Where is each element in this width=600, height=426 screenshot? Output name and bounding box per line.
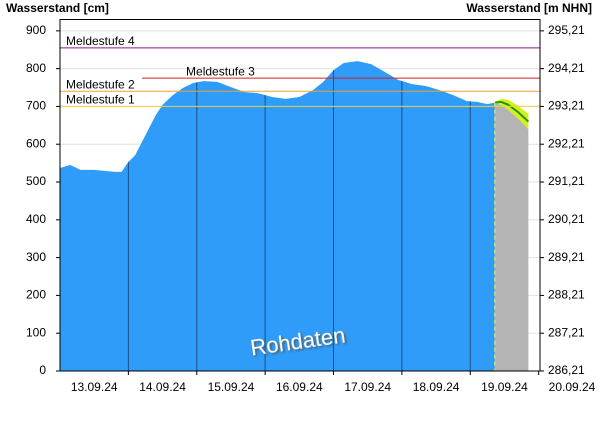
water-level-area <box>60 61 495 372</box>
y2-tick-label: 290,21 <box>548 212 585 226</box>
forecast-line <box>494 100 530 123</box>
threshold-label: Meldestufe 3 <box>186 64 255 78</box>
y-tick-label: 300 <box>26 250 46 264</box>
x-tick-label: 15.09.24 <box>208 380 255 394</box>
y2-axis-label: Wasserstand [m NHN] <box>466 1 592 15</box>
x-tick-label: 16.09.24 <box>276 380 323 394</box>
x-tick-label: 13.09.24 <box>71 380 118 394</box>
y-tick-label: 200 <box>26 288 46 302</box>
x-tick-label: 20.09.24 <box>549 380 596 394</box>
x-tick-label: 19.09.24 <box>481 380 528 394</box>
y-tick-label: 500 <box>26 174 46 188</box>
y2-tick-label: 291,21 <box>548 174 585 188</box>
y-tick-label: 600 <box>26 136 46 150</box>
y-tick-label: 800 <box>26 61 46 75</box>
plot-frame <box>59 19 541 372</box>
y2-tick-label: 287,21 <box>548 325 585 339</box>
y2-tick-label: 293,21 <box>548 99 585 113</box>
threshold-label: Meldestufe 4 <box>66 34 135 48</box>
y-tick-label: 900 <box>26 23 46 37</box>
threshold-label: Meldestufe 1 <box>66 93 135 107</box>
y-tick-label: 100 <box>26 325 46 339</box>
threshold-label: Meldestufe 2 <box>66 77 135 91</box>
x-tick-label: 18.09.24 <box>413 380 460 394</box>
y-tick-label: 0 <box>39 363 46 377</box>
y-tick-label: 400 <box>26 212 46 226</box>
y2-tick-label: 288,21 <box>548 288 585 302</box>
y2-tick-label: 289,21 <box>548 250 585 264</box>
y-axis-label: Wasserstand [cm] <box>6 1 109 15</box>
y2-tick-label: 292,21 <box>548 136 585 150</box>
forecast-area <box>494 103 529 372</box>
x-tick-label: 14.09.24 <box>139 380 186 394</box>
y2-tick-label: 294,21 <box>548 61 585 75</box>
y-tick-label: 700 <box>26 99 46 113</box>
y2-tick-label: 295,21 <box>548 23 585 37</box>
y2-tick-label: 286,21 <box>548 363 585 377</box>
x-tick-label: 17.09.24 <box>344 380 391 394</box>
